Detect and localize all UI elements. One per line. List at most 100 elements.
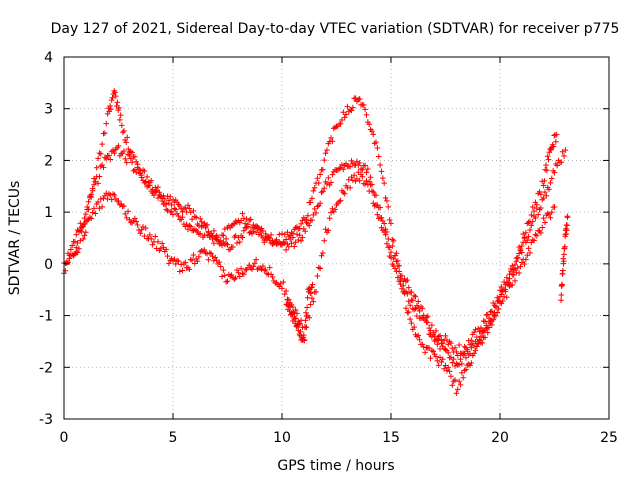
data-point-track-c [216, 259, 223, 265]
data-point-track-a [220, 232, 227, 239]
plus-marker [223, 240, 229, 247]
data-point-track-a [468, 360, 475, 366]
data-point-track-a [356, 96, 363, 102]
data-point-track-a [239, 210, 246, 217]
data-point-track-e [560, 267, 566, 274]
data-point-track-a [348, 107, 355, 114]
data-point-track-b [246, 230, 253, 236]
plus-marker [355, 96, 362, 103]
plus-marker [310, 188, 317, 194]
data-point-track-a [321, 157, 328, 163]
plus-marker [525, 219, 532, 226]
data-point-track-b [547, 180, 554, 186]
plus-marker [366, 178, 372, 185]
data-point-track-b [298, 238, 304, 244]
data-point-track-c [166, 260, 172, 267]
plus-marker [219, 273, 225, 280]
plus-marker [400, 283, 407, 289]
data-point-track-a [540, 182, 547, 189]
y-tick-label: -2 [39, 360, 53, 376]
plus-marker [299, 234, 306, 241]
data-point-track-a [190, 208, 197, 214]
data-point-track-c [373, 202, 379, 208]
plus-marker [380, 175, 386, 181]
plus-marker [156, 189, 163, 196]
data-point-track-b [209, 233, 216, 240]
data-point-track-c [103, 190, 110, 196]
data-point-track-a [243, 216, 250, 222]
plus-marker [93, 164, 100, 171]
plus-marker [245, 223, 251, 230]
plus-marker [456, 361, 462, 368]
data-point-track-c [76, 245, 82, 252]
plus-marker [295, 320, 301, 327]
data-point-track-e [558, 297, 564, 304]
plus-marker [516, 250, 522, 257]
plus-marker [504, 274, 510, 281]
plus-marker [95, 180, 101, 187]
data-point-track-a [182, 205, 189, 211]
plus-marker [310, 298, 317, 305]
data-point-track-b [272, 239, 278, 246]
data-point-track-d [303, 309, 309, 316]
data-point-track-b [202, 225, 209, 231]
plus-marker [385, 236, 392, 242]
data-point-track-b [66, 252, 73, 259]
data-point-track-b [286, 243, 292, 250]
data-point-track-c [221, 272, 228, 279]
data-point-track-b [166, 200, 172, 206]
plus-marker [241, 271, 247, 278]
data-point-track-b [69, 242, 75, 249]
data-point-track-c [467, 350, 473, 357]
data-point-track-a [478, 333, 484, 340]
data-point-track-b [83, 211, 89, 217]
data-point-track-c [140, 224, 146, 230]
data-point-track-b [80, 222, 86, 228]
x-tick-label: 10 [273, 430, 291, 446]
data-point-track-b [456, 342, 462, 348]
plus-marker [525, 245, 532, 252]
plus-marker [89, 209, 96, 216]
data-point-track-c [540, 215, 547, 221]
plus-marker [524, 237, 531, 244]
data-point-track-c [403, 288, 409, 295]
plus-marker [103, 120, 110, 127]
data-point-track-c [260, 263, 266, 269]
plus-marker [429, 322, 435, 328]
data-point-track-b [367, 174, 374, 181]
plus-marker [117, 112, 124, 118]
data-point-track-c [134, 222, 141, 228]
x-axis-label: GPS time / hours [277, 458, 394, 474]
data-point-track-d [292, 315, 299, 322]
data-point-track-b [261, 239, 268, 246]
plus-marker [562, 147, 569, 153]
data-point-track-a [430, 348, 437, 355]
data-point-track-b [521, 234, 528, 241]
data-point-track-b [385, 236, 392, 242]
plus-marker [426, 325, 432, 331]
data-point-track-c [405, 298, 412, 305]
data-point-track-c [369, 188, 375, 194]
plus-marker [450, 378, 457, 385]
data-point-track-b [524, 237, 531, 244]
data-point-track-b [295, 237, 302, 243]
data-point-track-d [304, 304, 310, 311]
plus-marker [465, 337, 472, 344]
data-point-track-c [99, 204, 105, 210]
plus-marker [234, 240, 240, 246]
plus-marker [493, 313, 499, 319]
data-point-track-c [328, 209, 334, 216]
plus-marker [543, 192, 550, 199]
data-point-track-c [152, 233, 159, 240]
data-point-track-c [224, 278, 231, 284]
plus-marker [390, 263, 397, 269]
plus-marker [147, 232, 153, 238]
plus-marker [558, 292, 565, 298]
plus-marker [393, 268, 400, 275]
x-tick-label: 20 [491, 430, 509, 446]
plus-marker [103, 156, 110, 162]
plus-marker [302, 228, 308, 235]
data-point-track-b [187, 223, 194, 230]
plus-marker [460, 374, 467, 381]
plus-marker [420, 312, 427, 319]
